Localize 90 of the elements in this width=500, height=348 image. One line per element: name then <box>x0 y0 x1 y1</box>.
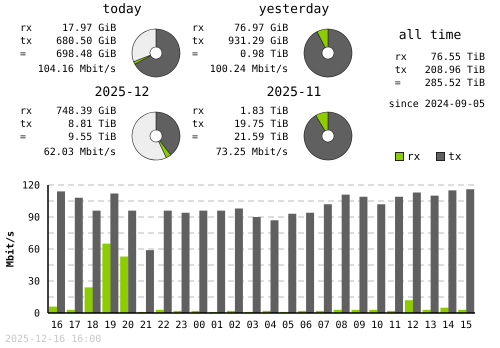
bar <box>146 250 154 313</box>
x-tick-label: 04 <box>264 320 276 332</box>
donut-slice <box>134 28 180 78</box>
bar <box>92 210 101 313</box>
bar <box>102 244 110 313</box>
chart-title: 2025-11 <box>266 85 322 100</box>
x-tick-label: 05 <box>282 320 294 332</box>
text: rx 76.97 GiB <box>192 22 288 35</box>
text: all time <box>398 28 462 43</box>
x-tick-label: 16 <box>50 320 63 332</box>
x-tick-label: 15 <box>460 320 472 332</box>
legend-label: tx <box>448 150 462 163</box>
x-tick-label: 09 <box>353 320 366 332</box>
text: = 698.48 GiB <box>20 48 116 61</box>
bar <box>128 210 136 313</box>
donut-slice <box>304 28 352 78</box>
text: tx 19.75 TiB <box>192 118 288 131</box>
text: = 0.98 TiB <box>192 48 288 61</box>
bar <box>74 198 83 313</box>
y-tick-label: 90 <box>28 212 40 224</box>
text: 62.03 Mbit/s <box>42 146 116 159</box>
bar <box>199 210 208 313</box>
x-tick-label: 21 <box>140 320 152 332</box>
chart-title: 2025-12 <box>94 85 150 100</box>
bar <box>252 217 261 313</box>
text: tx 680.50 GiB <box>20 35 116 48</box>
bar <box>49 306 57 313</box>
x-tick-label: 22 <box>158 320 170 332</box>
bar <box>84 287 93 313</box>
bar <box>270 220 278 313</box>
x-tick-label: 06 <box>300 320 312 332</box>
legend-label: rx <box>407 150 420 163</box>
x-tick-label: 23 <box>175 320 188 332</box>
bar <box>164 210 172 313</box>
x-tick-label: 07 <box>318 320 330 332</box>
bar <box>359 196 368 313</box>
bar <box>342 194 350 313</box>
text: rx 76.55 TiB <box>394 51 485 64</box>
bar <box>395 196 404 313</box>
bar <box>57 191 65 313</box>
bar <box>306 212 314 313</box>
bar <box>448 190 456 313</box>
bar <box>404 300 413 313</box>
text: since 2024-09-05 <box>388 98 485 111</box>
chart-title: today <box>101 2 143 17</box>
x-tick-label: 12 <box>406 320 419 332</box>
chart-title: yesterday <box>258 2 330 17</box>
bar <box>217 210 226 313</box>
bar <box>288 214 296 313</box>
x-tick-label: 02 <box>228 320 241 332</box>
y-tick-label: 0 <box>34 308 40 320</box>
bar <box>324 204 332 313</box>
text: tx 8.81 TiB <box>20 118 116 131</box>
bar <box>182 212 190 313</box>
y-tick-label: 60 <box>28 244 40 256</box>
x-tick-label: 01 <box>210 320 224 332</box>
text: 100.24 Mbit/s <box>208 63 288 76</box>
x-tick-label: 17 <box>68 320 81 332</box>
bar <box>440 308 448 313</box>
text: rx 17.97 GiB <box>20 22 116 35</box>
bar <box>110 194 118 313</box>
x-tick-label: 08 <box>336 320 348 332</box>
x-tick-label: 10 <box>371 320 384 332</box>
text: rx 1.83 TiB <box>192 105 288 118</box>
bar <box>120 256 128 313</box>
text: = 21.59 TiB <box>192 131 288 144</box>
bar <box>412 192 421 313</box>
x-tick-label: 00 <box>193 320 206 332</box>
y-tick-label: 120 <box>22 180 40 192</box>
text: 73.25 Mbit/s <box>214 146 288 159</box>
text: rx 748.39 GiB <box>20 105 116 118</box>
x-tick-label: 14 <box>442 320 454 332</box>
x-tick-label: 13 <box>424 320 437 332</box>
x-tick-label: 03 <box>246 320 259 332</box>
x-tick-label: 19 <box>104 320 116 332</box>
donut-slice <box>304 112 352 160</box>
bar <box>234 208 243 313</box>
text: tx 931.29 GiB <box>192 35 288 48</box>
text: tx 208.96 TiB <box>394 64 485 77</box>
text: 104.16 Mbit/s <box>36 63 116 76</box>
x-tick-label: 20 <box>122 320 134 332</box>
bar <box>430 196 439 313</box>
y-tick-label: 30 <box>28 276 40 288</box>
x-tick-label: 18 <box>86 320 99 332</box>
bar <box>466 189 474 313</box>
text: = 9.55 TiB <box>20 131 116 144</box>
bar <box>377 204 386 313</box>
y-axis-title: Mbit/s <box>4 230 17 268</box>
text: = 285.52 TiB <box>394 77 485 90</box>
x-tick-label: 11 <box>388 320 401 332</box>
